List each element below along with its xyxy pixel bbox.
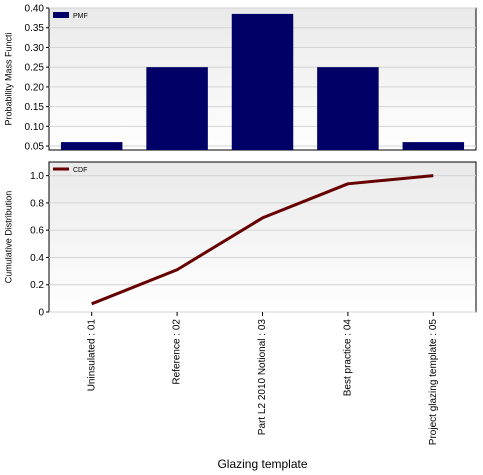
pmf-bars	[60, 13, 465, 150]
x-category-label: Part L2 2010 Notional : 03	[257, 319, 268, 436]
x-category-label: Reference : 02	[172, 319, 183, 385]
pmf-bar-project-glazing-template-05	[402, 142, 465, 150]
x-category-label: Best practice : 04	[343, 319, 354, 397]
cdf-y-ticks: 0 0.2 0.4 0.6 0.8 1.0	[30, 171, 49, 319]
pmf-legend-label: PMF	[73, 13, 88, 20]
x-category-labels: Uninsulated : 01 Reference : 02 Part L2 20…	[86, 319, 439, 446]
pmf-y-tick-label: 0.35	[25, 23, 45, 34]
pmf-legend: PMF	[53, 12, 88, 20]
pmf-y-tick-label: 0.25	[25, 63, 45, 74]
pmf-y-tick-label: 0.05	[25, 142, 45, 153]
cdf-y-tick-label: 0.4	[30, 253, 44, 264]
cdf-y-tick-label: 0.8	[30, 198, 44, 209]
cdf-y-tick-label: 0	[38, 308, 44, 319]
pmf-y-ticks: 0.05 0.10 0.15 0.20 0.25 0.30 0.35 0.40	[25, 4, 49, 153]
cdf-y-tick-label: 0.6	[30, 226, 44, 237]
x-category-label: Project glazing template : 05	[428, 319, 439, 446]
pmf-y-tick-label: 0.40	[25, 4, 45, 15]
cdf-plot-area	[48, 161, 477, 313]
x-category-label: Uninsulated : 01	[86, 319, 97, 392]
pmf-bar-reference-02	[146, 67, 208, 150]
pmf-y-tick-label: 0.30	[25, 43, 45, 54]
pmf-y-tick-label: 0.10	[25, 122, 45, 133]
cdf-series-line	[91, 174, 434, 306]
cdf-legend: CDF	[53, 167, 87, 174]
cdf-y-tick-label: 1.0	[30, 171, 44, 182]
pmf-y-tick-label: 0.20	[25, 82, 45, 93]
x-axis-title: Glazing template	[217, 457, 307, 471]
cdf-x-ticks	[91, 312, 434, 316]
pmf-bar-uninsulated-01	[60, 142, 123, 150]
cdf-y-axis-title: Cumulative Distribution	[3, 191, 13, 284]
pmf-bar-part-l2-2010-notional-03	[231, 13, 294, 150]
pmf-bar-best-practice-04	[317, 67, 379, 150]
pmf-panel: 0.05 0.10 0.15 0.20 0.25 0.30 0.35 0.40 PMF Pro…	[3, 4, 477, 153]
cdf-panel: 0 0.2 0.4 0.6 0.8 1.0 CDF Cumulative Distribu…	[3, 161, 477, 319]
pmf-y-tick-label: 0.15	[25, 102, 45, 113]
pmf-legend-swatch	[53, 12, 69, 18]
cdf-y-tick-label: 0.2	[30, 280, 44, 291]
pmf-y-axis-title: Probability Mass Functi	[3, 32, 13, 125]
cdf-legend-label: CDF	[73, 167, 87, 174]
